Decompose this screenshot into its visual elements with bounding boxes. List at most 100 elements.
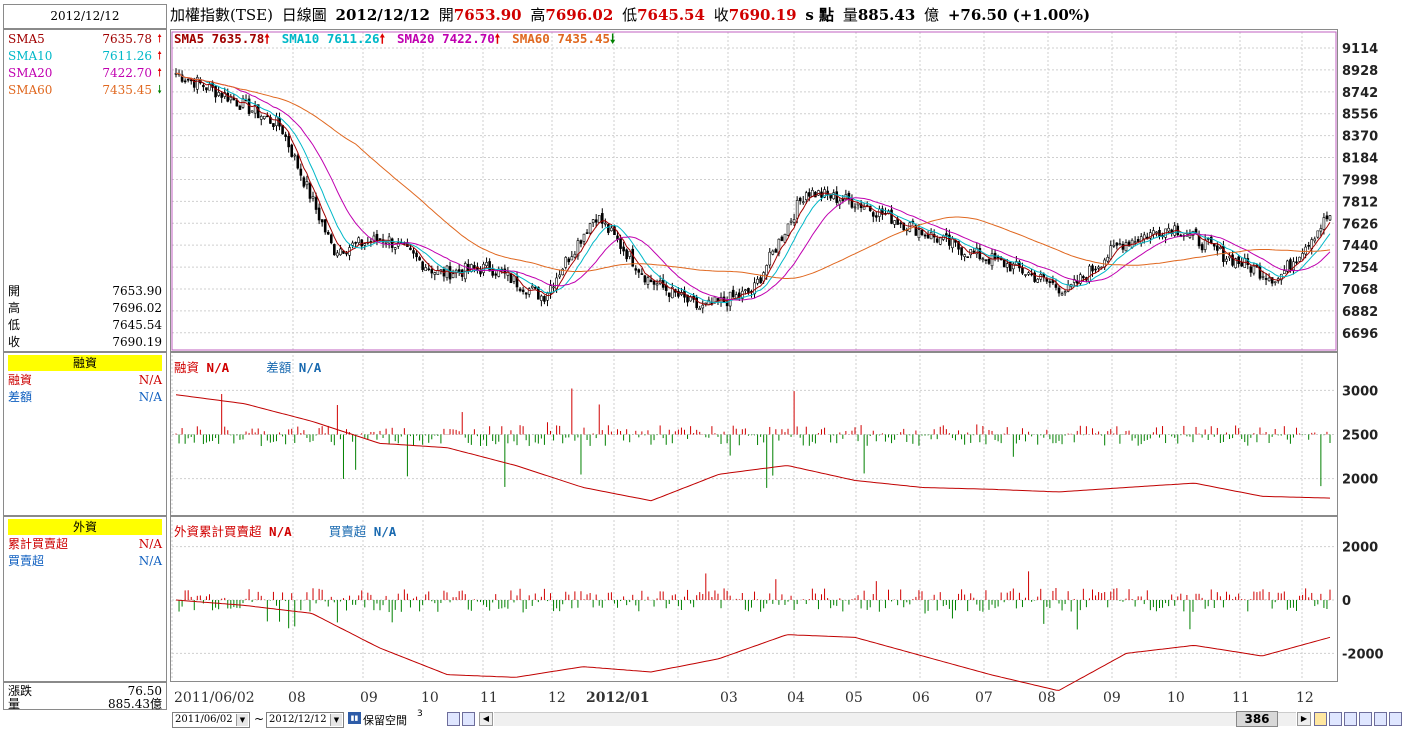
candle-body <box>625 249 628 260</box>
candle-body <box>1319 228 1323 232</box>
candle-body <box>725 301 729 307</box>
sma-row-sma5: SMA5 7635.78 🠕 <box>8 31 162 47</box>
settings-icon[interactable] <box>1314 712 1327 726</box>
scroll-right-button[interactable]: ▶ <box>1297 712 1311 726</box>
volume-row: 量 885.43億 <box>8 696 162 712</box>
undo-icon[interactable] <box>1329 712 1342 726</box>
sma-legend-label: SMA60 <box>512 31 550 46</box>
candle-body <box>954 240 957 243</box>
candle-body <box>747 288 750 293</box>
foreign-info-panel: 外資 累計買賣超 N/A 買賣超 N/A <box>3 516 167 682</box>
candle-body <box>881 208 884 215</box>
candle-body <box>533 287 537 289</box>
candle-body <box>808 192 811 197</box>
expand-icon[interactable] <box>1344 712 1357 726</box>
candle-body <box>351 242 354 246</box>
candle-body <box>494 273 498 276</box>
candle-body <box>186 78 190 81</box>
horizontal-scrollbar-track[interactable] <box>494 712 1236 726</box>
bar-count-thumb[interactable]: 386 <box>1236 711 1278 727</box>
candle-body <box>518 288 522 291</box>
zoom-in-icon[interactable] <box>447 712 460 726</box>
candle-body <box>393 247 397 250</box>
candle-body <box>290 144 294 157</box>
horizontal-scrollbar-track-end[interactable] <box>1278 712 1296 726</box>
candle-body <box>418 257 421 261</box>
arrow-up-icon: 🠕 <box>494 31 501 46</box>
change-label: 漲跌 <box>8 684 33 698</box>
candle-body <box>1091 265 1094 272</box>
candle-body <box>667 292 671 297</box>
margin-info-key: 融資 <box>8 373 33 387</box>
zoom-out-icon[interactable] <box>462 712 475 726</box>
candle-body <box>180 74 184 82</box>
x-tick-label: 04 <box>787 690 805 706</box>
keep-space-icon[interactable]: ▮▮ <box>348 712 361 724</box>
candle-body <box>671 286 674 299</box>
start-date-select[interactable]: 2011/06/02 ▼ <box>172 712 250 728</box>
candle-body <box>1301 253 1304 260</box>
candle-body <box>320 219 324 223</box>
candle-body <box>981 258 985 261</box>
candle-body <box>731 289 735 298</box>
candle-body <box>1030 273 1033 276</box>
scroll-left-button[interactable]: ◀ <box>479 712 493 726</box>
candle-body <box>1152 230 1155 235</box>
end-date-select[interactable]: 2012/12/12 ▼ <box>266 712 344 728</box>
candle-body <box>1252 265 1256 274</box>
candle-body <box>1313 238 1317 242</box>
candle-body <box>1018 261 1021 269</box>
candle-body <box>421 261 424 270</box>
candle-body <box>530 285 534 289</box>
foreign-info-key: 累計買賣超 <box>8 537 69 551</box>
candle-body <box>1279 273 1283 281</box>
candle-body <box>1228 255 1231 259</box>
candle-body <box>323 219 327 233</box>
candle-body <box>1015 261 1018 265</box>
candle-body <box>957 241 960 250</box>
candle-body <box>1234 258 1237 268</box>
ohlc-row: 高 7696.02 <box>8 300 162 316</box>
fit-icon[interactable] <box>1359 712 1372 726</box>
ohlc-value: 7696.02 <box>112 301 162 315</box>
sma-row-sma20: SMA20 7422.70 🠕 <box>8 65 162 81</box>
bar-chart-icon[interactable] <box>1374 712 1387 726</box>
candle-body <box>1057 287 1061 294</box>
candle-body <box>1142 234 1146 240</box>
candle-body <box>597 215 601 223</box>
candle-body <box>923 234 927 237</box>
y-tick-label: -2000 <box>1342 647 1384 662</box>
x-tick-label: 03 <box>720 690 738 706</box>
candle-body <box>1258 265 1262 279</box>
candle-body <box>1191 230 1195 236</box>
candle-body <box>1079 274 1082 284</box>
candle-body <box>987 258 991 264</box>
maximize-icon[interactable] <box>1389 712 1402 726</box>
candle-body <box>375 233 379 242</box>
candle-body <box>792 219 796 223</box>
candle-body <box>811 190 814 197</box>
y-tick-label: 8928 <box>1342 64 1378 79</box>
candle-body <box>1121 243 1125 250</box>
candle-body <box>241 98 245 108</box>
candle-body <box>558 274 561 278</box>
sma-value: 7422.70 <box>102 66 152 80</box>
candle-body <box>1273 281 1277 284</box>
x-tick-label: 12 <box>548 690 566 706</box>
margin-info-value: N/A <box>138 373 162 387</box>
quote-header: 加權指數(TSE) 日線圖 2012/12/12 開7653.90 高7696.… <box>170 3 1094 27</box>
foreign-info-row-cumulative: 累計買賣超 N/A <box>8 536 162 552</box>
candle-body <box>960 247 963 256</box>
candle-body <box>1286 260 1289 272</box>
foreign-cumulative-line <box>175 599 1331 691</box>
foreign-chart-panel[interactable] <box>170 516 1338 682</box>
candle-body <box>765 265 769 276</box>
candle-body <box>780 236 784 241</box>
candle-body <box>214 85 217 98</box>
candle-body <box>938 237 942 245</box>
candle-body <box>333 244 336 256</box>
candle-body <box>899 222 902 225</box>
candle-body <box>1231 254 1234 266</box>
sma-line-sma10 <box>175 72 1331 304</box>
